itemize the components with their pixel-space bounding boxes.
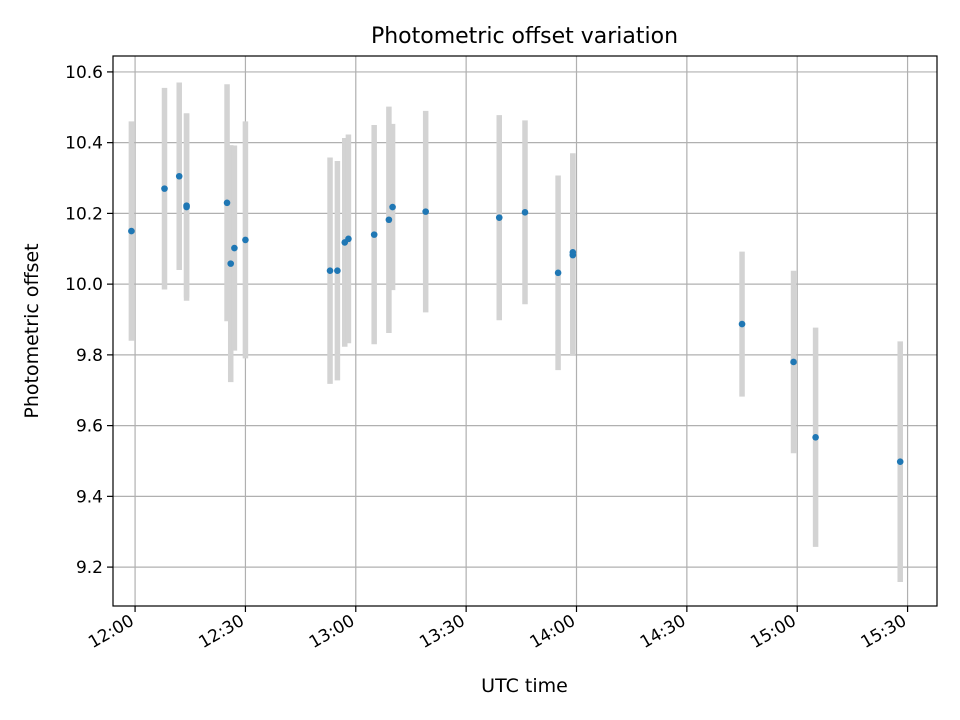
y-tick-label: 10.6 bbox=[65, 63, 103, 83]
plot-frame bbox=[112, 55, 938, 607]
data-point bbox=[326, 267, 334, 274]
x-tick-label: 14:30 bbox=[637, 611, 689, 653]
data-point bbox=[334, 267, 341, 274]
data-point bbox=[345, 235, 352, 243]
data-point bbox=[554, 269, 562, 277]
data-point bbox=[128, 227, 135, 235]
x-tick-label: 13:00 bbox=[306, 611, 358, 653]
x-tick-label: 12:00 bbox=[85, 611, 137, 653]
data-point bbox=[896, 458, 904, 465]
data-point bbox=[738, 320, 746, 328]
x-axis-ticks: 12:00 12:30 13:00 13:30 14:00 14:30 15:00 15:30 bbox=[85, 606, 910, 653]
data-point bbox=[389, 203, 396, 211]
y-tick-label: 9.6 bbox=[76, 417, 103, 437]
y-tick-label: 9.8 bbox=[76, 346, 103, 366]
data-point bbox=[812, 433, 819, 441]
x-tick-label: 15:30 bbox=[858, 611, 910, 653]
y-tick-label: 10.4 bbox=[65, 134, 103, 154]
data-point bbox=[231, 244, 238, 252]
error-bars bbox=[128, 82, 903, 582]
data-point bbox=[385, 216, 393, 224]
x-axis-label: UTC time bbox=[481, 675, 568, 697]
data-point bbox=[183, 202, 190, 209]
data-point bbox=[161, 185, 168, 192]
chart-title: Photometric offset variation bbox=[371, 24, 678, 49]
y-tick-label: 9.2 bbox=[76, 558, 103, 578]
y-axis-label: Photometric offset bbox=[21, 243, 43, 418]
data-point bbox=[790, 358, 797, 366]
data-point bbox=[422, 208, 429, 215]
x-tick-label: 14:00 bbox=[527, 611, 579, 653]
y-tick-label: 9.4 bbox=[76, 487, 103, 507]
data-point bbox=[370, 231, 378, 238]
data-point bbox=[242, 236, 249, 244]
x-tick-label: 12:30 bbox=[195, 611, 247, 653]
x-tick-label: 15:00 bbox=[747, 611, 799, 653]
data-point bbox=[495, 214, 503, 221]
data-point bbox=[521, 209, 529, 216]
y-tick-label: 10.0 bbox=[65, 275, 103, 295]
x-tick-label: 13:30 bbox=[416, 611, 468, 653]
data-point bbox=[569, 249, 577, 256]
data-point bbox=[227, 260, 235, 267]
data-point bbox=[223, 199, 231, 207]
data-points bbox=[128, 172, 904, 465]
y-tick-label: 10.2 bbox=[65, 204, 103, 224]
data-point bbox=[175, 172, 183, 180]
y-axis-ticks: 9.2 9.4 9.6 9.8 10.0 10.2 10.4 10.6 bbox=[65, 63, 113, 578]
